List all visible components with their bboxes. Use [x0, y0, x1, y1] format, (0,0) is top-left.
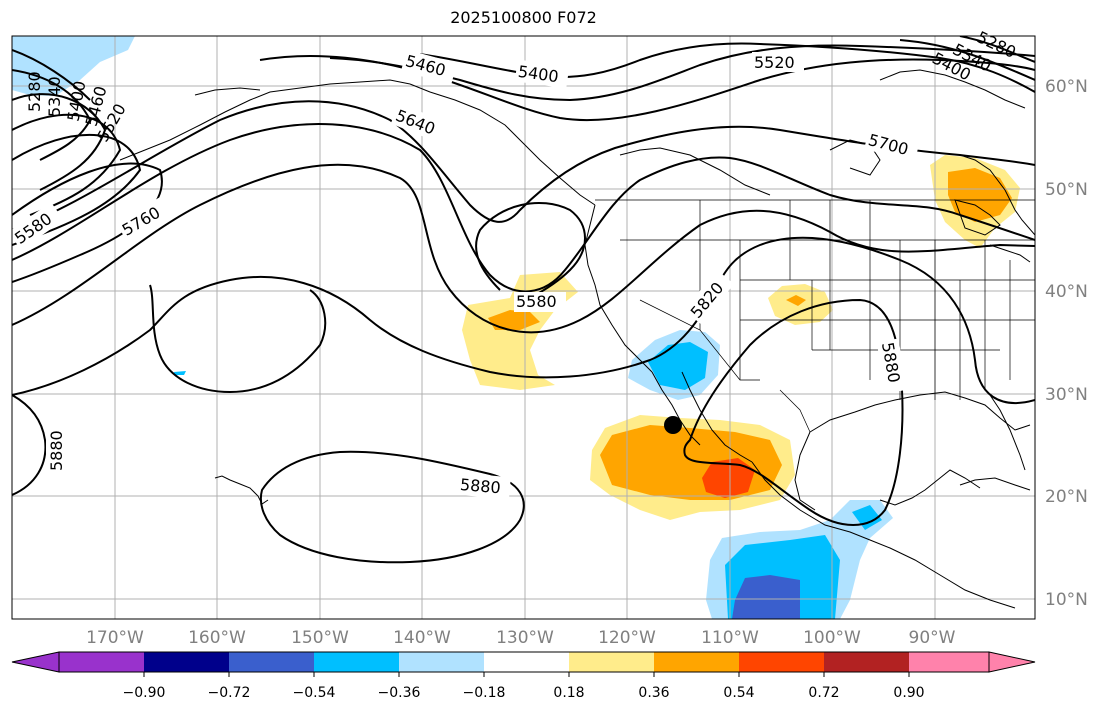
lon-label-140w: 140°W: [393, 628, 451, 648]
colorbar-seg-8: [654, 652, 739, 672]
lon-label-160w: 160°W: [188, 628, 246, 648]
colorbar-seg-6: [484, 652, 569, 672]
lon-label-100w: 100°W: [803, 628, 861, 648]
lat-label-50: 50°N: [1045, 180, 1088, 200]
colorbar-seg-5: [399, 652, 484, 672]
label-5880-pacific: 5880: [459, 475, 501, 497]
cb-tick-6: 0.18: [553, 685, 584, 701]
colorbar-extend-high: [988, 651, 1036, 673]
coastlines: [119, 69, 1035, 609]
contour-5280-ne: [959, 36, 1035, 63]
cb-tick-10: 0.90: [893, 685, 924, 701]
shade-plains-orange: [786, 295, 806, 306]
lat-label-10: 10°N: [1045, 590, 1088, 610]
label-nw-5340: 5340: [45, 76, 64, 117]
shade-tiny-blue: [174, 371, 186, 375]
lon-label-150w: 150°W: [291, 628, 349, 648]
cb-tick-9: 0.72: [808, 685, 839, 701]
contour-5280-nw: [12, 49, 91, 101]
contour-5880-pacific: [260, 450, 525, 564]
lon-label-120w: 120°W: [598, 628, 656, 648]
contour-5580-nw: [12, 162, 163, 283]
lat-label-20: 20°N: [1045, 487, 1088, 507]
cb-tick-2: −0.72: [208, 685, 251, 701]
contour-lowleft: [149, 284, 327, 394]
lat-label-30: 30°N: [1045, 385, 1088, 405]
cb-tick-4: −0.36: [378, 685, 421, 701]
colorbar-outline: [58, 651, 990, 673]
shade-ne-orange: [948, 168, 1012, 222]
shade-ca-blue2: [852, 505, 882, 530]
lon-label-130w: 130°W: [496, 628, 554, 648]
colorbar-seg-9: [739, 652, 824, 672]
shade-baja-red: [702, 458, 755, 498]
colorbar-seg-3: [229, 652, 314, 672]
label-5880-left: 5880: [47, 430, 66, 471]
colorbar-extend-low: [11, 651, 60, 673]
colorbar-seg-2: [144, 652, 229, 672]
contour-5520-nw: [12, 134, 142, 246]
contour-5580-center: [475, 202, 586, 299]
cb-tick-8: 0.54: [723, 685, 754, 701]
shade-ca-darkblue: [732, 575, 800, 619]
shade-nw-lightblue: [12, 36, 135, 96]
colorbar-seg-1: [59, 652, 144, 672]
shade-plains-yellow: [768, 284, 833, 325]
cb-tick-7: 0.36: [638, 685, 669, 701]
contour-5460-nw: [12, 113, 122, 216]
contour-5340-nw: [12, 69, 92, 161]
shade-westcoast-orange: [488, 310, 540, 330]
lat-label-40: 40°N: [1045, 282, 1088, 302]
lon-label-90w: 90°W: [909, 628, 956, 648]
colorbar-seg-4: [314, 652, 399, 672]
longitude-labels: 170°W 160°W 150°W 140°W 130°W 120°W 110°…: [86, 628, 956, 648]
contour-5880-right: [683, 298, 904, 526]
contour-5400-nw: [12, 93, 107, 191]
contour-5760: [12, 163, 1035, 334]
label-5580-center: 5580: [516, 292, 557, 311]
contour-5820: [12, 236, 1035, 405]
contour-5700: [12, 123, 1035, 293]
colorbar-seg-7: [569, 652, 654, 672]
contour-5340-ne: [899, 39, 1035, 81]
storm-center-dot: [664, 416, 682, 434]
lat-label-60: 60°N: [1045, 77, 1088, 97]
colorbar-seg-11: [909, 652, 989, 672]
lon-label-170w: 170°W: [86, 628, 144, 648]
colorbar: −0.90 −0.72 −0.54 −0.36 −0.18 0.18 0.36 …: [11, 651, 1036, 701]
map-title: 2025100800 F072: [450, 8, 597, 27]
contour-5880-left: [12, 394, 47, 496]
label-5520-top: 5520: [754, 53, 795, 72]
latitude-labels: 60°N 50°N 40°N 30°N 20°N 10°N: [1045, 77, 1088, 610]
colorbar-seg-10: [824, 652, 909, 672]
cb-tick-3: −0.54: [293, 685, 336, 701]
label-nw-5280: 5280: [25, 71, 44, 112]
cb-tick-1: −0.90: [123, 685, 166, 701]
map-frame: [11, 35, 1036, 620]
cb-tick-5: −0.18: [463, 685, 506, 701]
lon-label-110w: 110°W: [701, 628, 759, 648]
